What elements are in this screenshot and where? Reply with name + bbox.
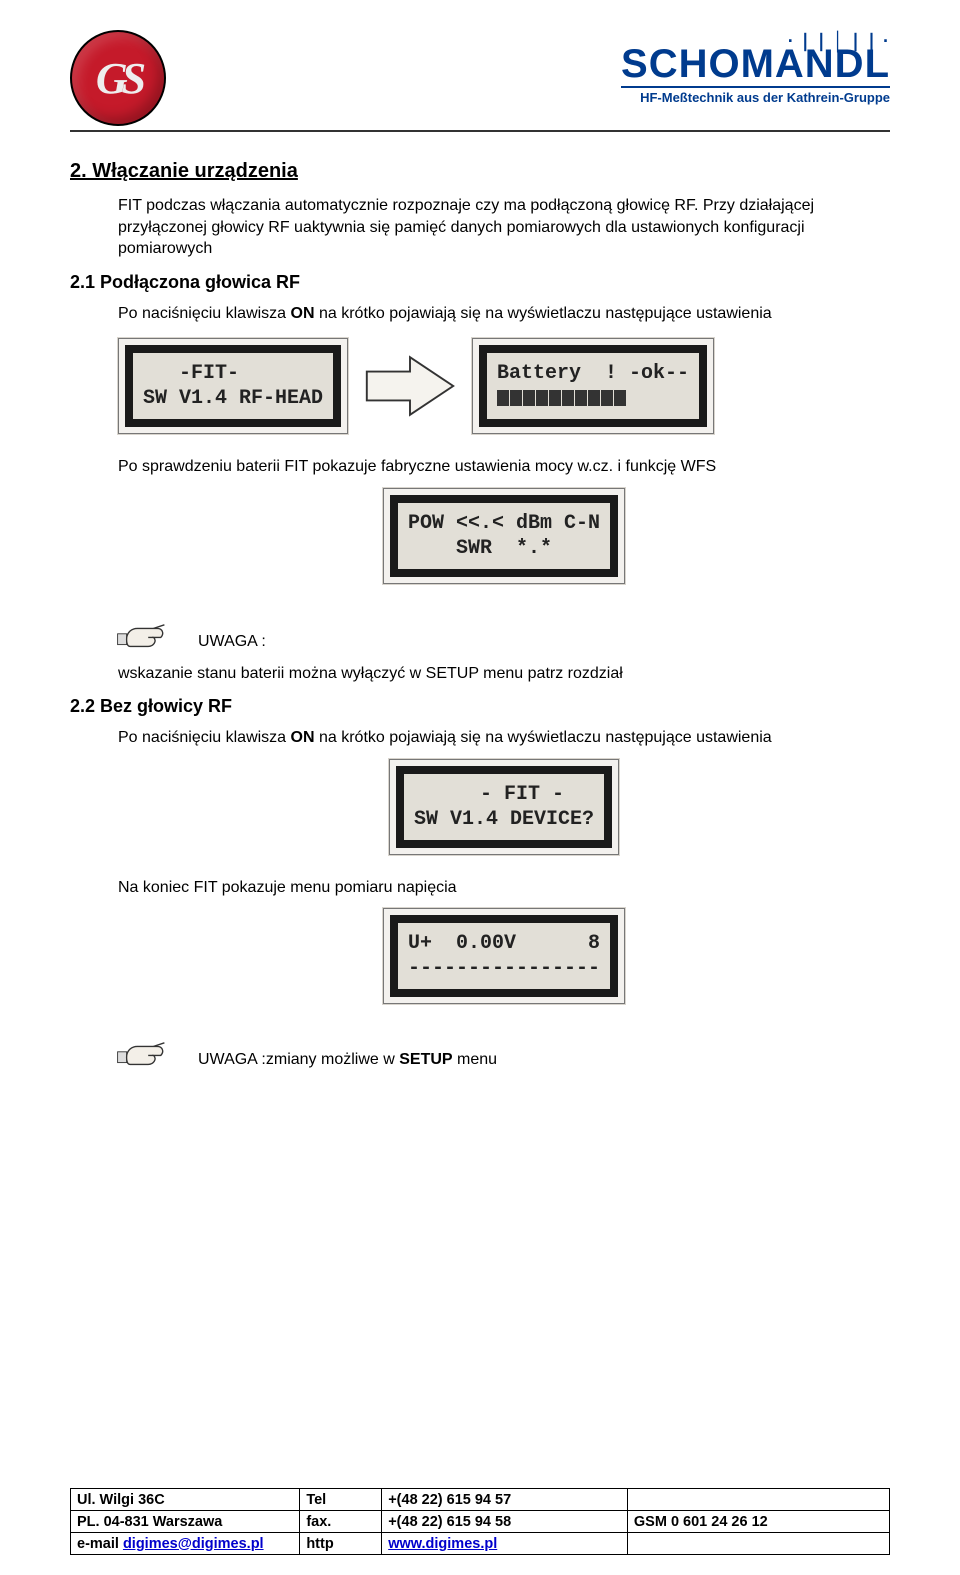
footer-gsm: GSM 0 601 24 26 12	[627, 1511, 889, 1533]
table-row: PL. 04-831 Warszawa fax. +(48 22) 615 94…	[71, 1511, 890, 1533]
section-2-2-title: 2.2 Bez głowicy RF	[70, 696, 890, 717]
table-row: e-mail digimes@digimes.pl http www.digim…	[71, 1533, 890, 1555]
text-fragment: na krótko pojawiają się na wyświetlaczu …	[315, 305, 772, 322]
section-2-2-p2: Na koniec FIT pokazuje menu pomiaru napi…	[118, 877, 890, 899]
lcd-line: SW V1.4 DEVICE?	[414, 808, 594, 831]
section-2-2-p1: Po naciśnięciu klawisza ON na krótko poj…	[118, 727, 890, 749]
footer-email-cell: e-mail digimes@digimes.pl	[71, 1533, 300, 1555]
text-fragment: Po naciśnięciu klawisza	[118, 729, 291, 746]
text-fragment: Po naciśnięciu klawisza	[118, 305, 291, 322]
lcd-line: ----------------	[408, 957, 600, 980]
lcd-line: -FIT-	[143, 362, 239, 385]
footer-tel-value: +(48 22) 615 94 57	[382, 1489, 628, 1511]
footer-tel-label: Tel	[300, 1489, 382, 1511]
section-2-1-p1: Po naciśnięciu klawisza ON na krótko poj…	[118, 303, 890, 325]
section-2-1-title: 2.1 Podłączona głowica RF	[70, 272, 890, 293]
section-2-1-note: wskazanie stanu baterii można wyłączyć w…	[118, 663, 890, 685]
lcd-pow-swr: POW <<.< dBm C-N SWR *.*	[383, 488, 625, 584]
footer-email-link[interactable]: digimes@digimes.pl	[123, 1536, 264, 1552]
section-2-2-note: UWAGA :zmiany możliwe w SETUP menu	[198, 1049, 890, 1071]
note-label: UWAGA :	[198, 631, 890, 653]
page-header: GS · ∣ ∣ │ ∣ ∣ · SCHOMANDL HF-Meßtechnik…	[70, 30, 890, 132]
schomandl-name: SCHOMANDL	[621, 44, 890, 84]
lcd-battery: Battery ! -ok--	[472, 338, 714, 434]
battery-bars-icon	[497, 390, 626, 406]
footer-empty	[627, 1489, 889, 1511]
footer-url-cell: www.digimes.pl	[382, 1533, 628, 1555]
arrow-right-icon	[362, 351, 458, 421]
footer-fax-label: fax.	[300, 1511, 382, 1533]
footer-http-label: http	[300, 1533, 382, 1555]
gs-logo: GS	[70, 30, 166, 126]
footer-empty	[627, 1533, 889, 1555]
page-footer: Ul. Wilgi 36C Tel +(48 22) 615 94 57 PL.…	[70, 1488, 890, 1555]
key-on: ON	[291, 729, 315, 746]
key-on: ON	[291, 305, 315, 322]
text-fragment: menu	[453, 1051, 497, 1068]
setup-bold: SETUP	[399, 1051, 452, 1068]
lcd-line: - FIT -	[444, 783, 564, 806]
lcd-row-1: -FIT- SW V1.4 RF-HEAD Battery ! -ok--	[118, 338, 890, 434]
hand-pointer-icon	[114, 1030, 168, 1070]
schomandl-tagline: HF-Meßtechnik aus der Kathrein-Gruppe	[621, 86, 890, 105]
section-2-title: 2. Włączanie urządzenia	[70, 160, 890, 183]
lcd-line: U+ 0.00V 8	[408, 932, 600, 955]
lcd-fit-head: -FIT- SW V1.4 RF-HEAD	[118, 338, 348, 434]
section-2-p1: FIT podczas włączania automatycznie rozp…	[118, 195, 890, 260]
lcd-line: SWR *.*	[456, 537, 552, 560]
lcd-line: POW <<.< dBm C-N	[408, 512, 600, 535]
schomandl-logo: · ∣ ∣ │ ∣ ∣ · SCHOMANDL HF-Meßtechnik au…	[621, 30, 890, 105]
footer-addr-1: Ul. Wilgi 36C	[71, 1489, 300, 1511]
text-fragment: na krótko pojawiają się na wyświetlaczu …	[315, 729, 772, 746]
lcd-line: SW V1.4 RF-HEAD	[143, 387, 323, 410]
lcd-voltage: U+ 0.00V 8 ----------------	[383, 908, 625, 1004]
footer-fax-value: +(48 22) 615 94 58	[382, 1511, 628, 1533]
footer-url-link[interactable]: www.digimes.pl	[388, 1536, 497, 1552]
section-2-1-p2: Po sprawdzeniu baterii FIT pokazuje fabr…	[118, 456, 890, 478]
text-fragment: e-mail	[77, 1536, 123, 1552]
table-row: Ul. Wilgi 36C Tel +(48 22) 615 94 57	[71, 1489, 890, 1511]
footer-table: Ul. Wilgi 36C Tel +(48 22) 615 94 57 PL.…	[70, 1488, 890, 1555]
text-fragment: UWAGA :zmiany możliwe w	[198, 1051, 399, 1068]
hand-pointer-icon	[114, 612, 168, 652]
gs-logo-text: GS	[96, 53, 140, 104]
lcd-line: Battery ! -ok--	[497, 362, 689, 385]
footer-addr-2: PL. 04-831 Warszawa	[71, 1511, 300, 1533]
lcd-fit-device: - FIT - SW V1.4 DEVICE?	[389, 759, 619, 855]
